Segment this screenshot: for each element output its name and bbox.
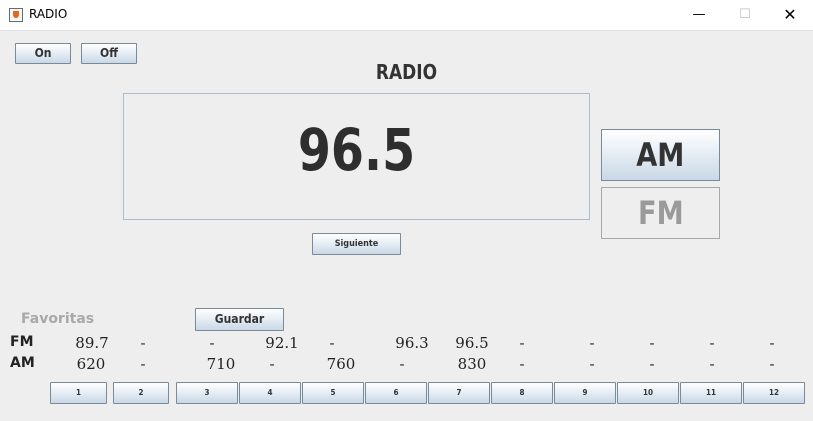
favorite-slot-12-button[interactable]: 12 [743, 382, 805, 404]
am-favorite-7: 830 [457, 355, 487, 373]
am-band-button[interactable]: AM [601, 129, 720, 181]
fm-favorite-1: 89.7 [75, 334, 109, 352]
frequency-display: 96.5 [123, 93, 590, 220]
favorite-slot-9-button[interactable]: 9 [554, 382, 616, 404]
java-app-icon [9, 8, 23, 22]
save-favorite-button[interactable]: Guardar [195, 308, 284, 331]
favorite-slot-6-button[interactable]: 6 [365, 382, 427, 404]
favorite-slot-2-button[interactable]: 2 [113, 382, 169, 404]
am-band-label: AM [636, 136, 685, 174]
next-station-button[interactable]: Siguiente [312, 233, 401, 255]
am-row-label: AM [10, 355, 35, 371]
favorite-slot-1-button[interactable]: 1 [50, 382, 107, 404]
off-button[interactable]: Off [81, 43, 137, 64]
fm-favorite-6: 96.3 [395, 334, 429, 352]
on-button[interactable]: On [15, 43, 71, 64]
am-favorite-8: - [519, 355, 525, 373]
fm-favorite-12: - [769, 334, 775, 352]
fm-favorite-10: - [649, 334, 655, 352]
favorite-slot-4-button[interactable]: 4 [239, 382, 301, 404]
fm-favorite-11: - [709, 334, 715, 352]
fm-favorite-7: 96.5 [455, 334, 489, 352]
am-favorite-12: - [769, 355, 775, 373]
favorite-slot-3-button[interactable]: 3 [176, 382, 238, 404]
frequency-value: 96.5 [297, 116, 416, 184]
am-favorite-1: 620 [76, 355, 106, 373]
fm-row-label: FM [10, 334, 34, 350]
fm-band-label: FM [637, 194, 684, 232]
fm-favorite-2: - [140, 334, 146, 352]
am-favorite-2: - [140, 355, 146, 373]
am-favorite-11: - [709, 355, 715, 373]
fm-favorite-5: - [329, 334, 335, 352]
am-favorite-9: - [589, 355, 595, 373]
radio-heading: RADIO [375, 60, 438, 84]
maximize-button[interactable]: ☐ [739, 7, 751, 22]
am-favorite-6: - [399, 355, 405, 373]
fm-favorite-4: 92.1 [265, 334, 299, 352]
favorite-slot-5-button[interactable]: 5 [302, 382, 364, 404]
am-favorite-10: - [649, 355, 655, 373]
fm-band-button[interactable]: FM [601, 187, 720, 239]
close-button[interactable]: ✕ [783, 5, 797, 24]
fm-favorite-3: - [209, 334, 215, 352]
minimize-button[interactable]: — [692, 7, 706, 22]
favorites-label: Favoritas [21, 311, 95, 327]
am-favorite-4: - [269, 355, 275, 373]
fm-favorite-8: - [519, 334, 525, 352]
favorite-slot-11-button[interactable]: 11 [680, 382, 742, 404]
am-favorite-5: 760 [326, 355, 356, 373]
fm-favorite-9: - [589, 334, 595, 352]
title-bar: RADIO — ☐ ✕ [0, 0, 813, 31]
window-title: RADIO [29, 7, 68, 21]
favorite-slot-10-button[interactable]: 10 [617, 382, 679, 404]
favorite-slot-7-button[interactable]: 7 [428, 382, 490, 404]
favorite-slot-8-button[interactable]: 8 [491, 382, 553, 404]
am-favorite-3: 710 [206, 355, 236, 373]
